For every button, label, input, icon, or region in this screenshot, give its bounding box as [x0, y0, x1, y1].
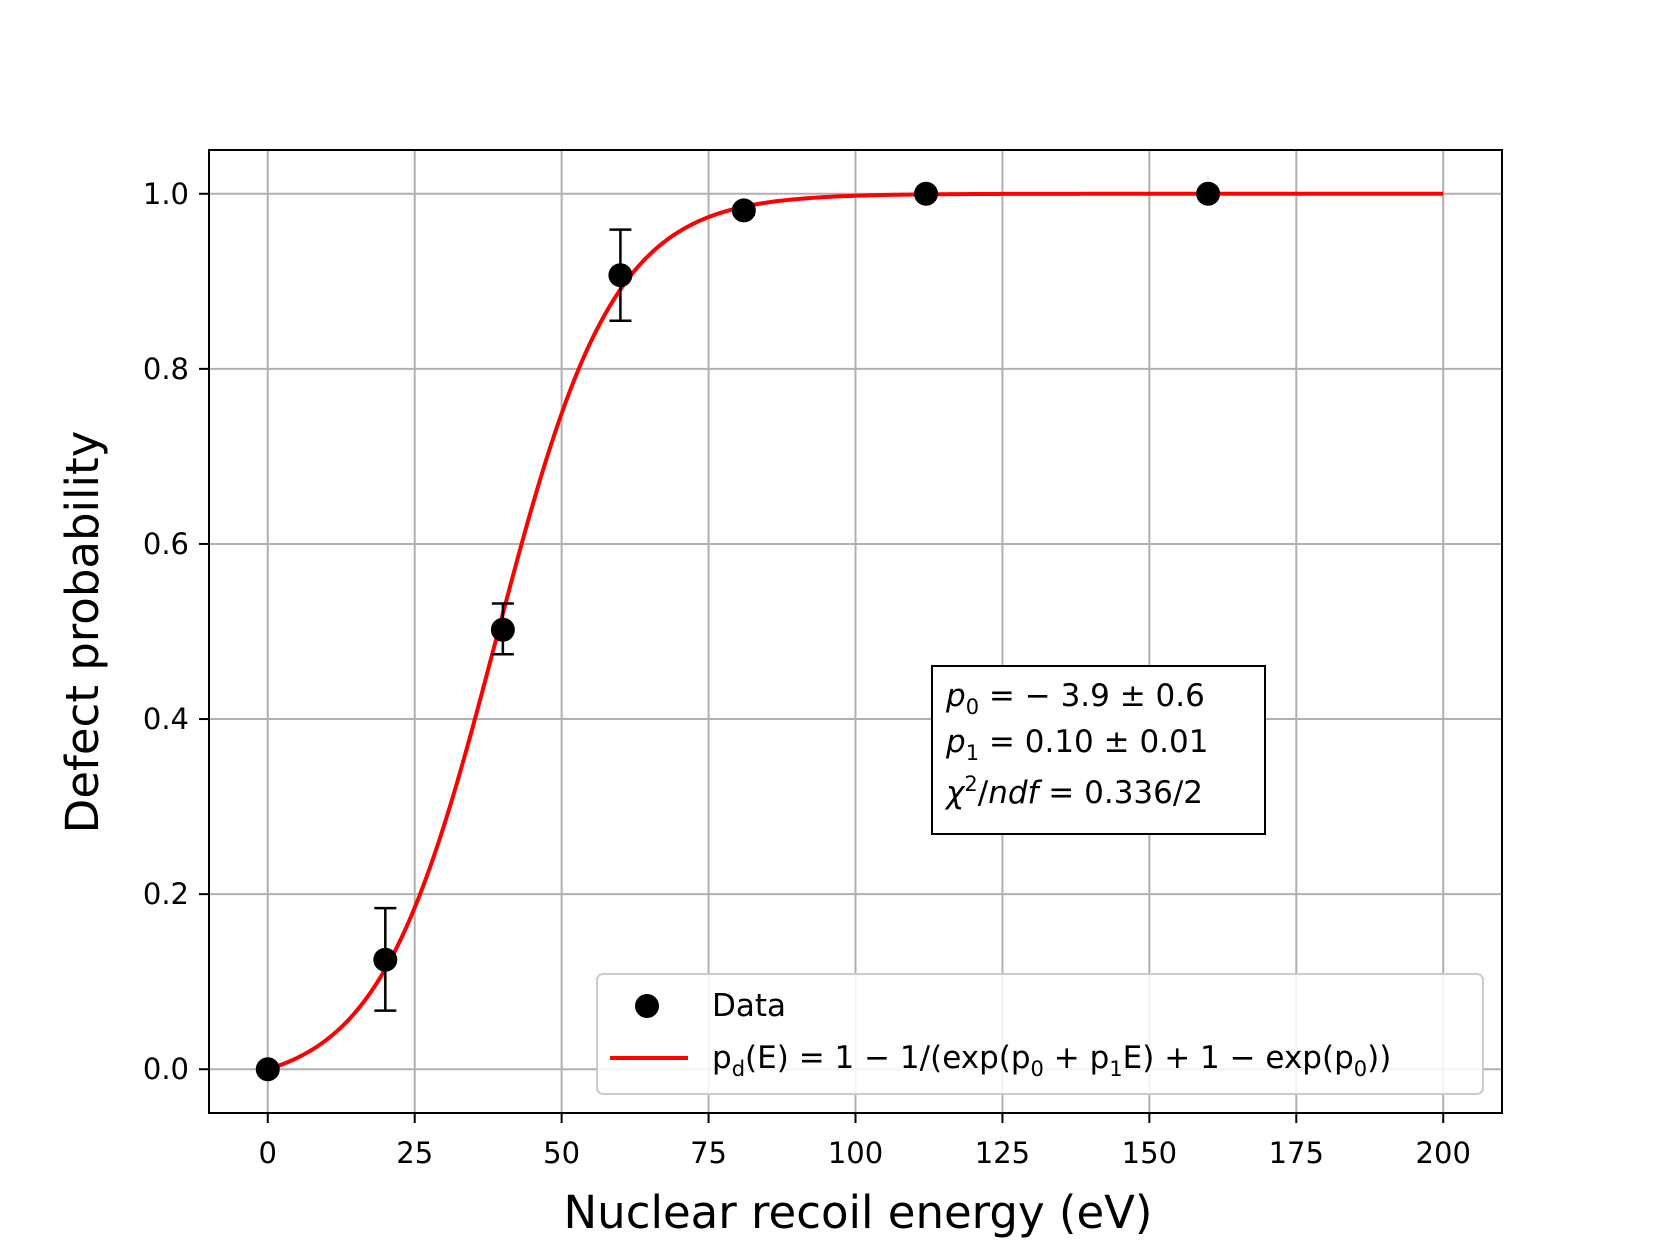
data-point	[731, 198, 756, 223]
x-tick-label: 175	[1269, 1136, 1324, 1170]
param-chi2-ndf: χ2/ndf = 0.336/2	[944, 772, 1203, 811]
x-tick-label: 0	[259, 1136, 277, 1170]
x-tick-label: 75	[690, 1136, 727, 1170]
data-point	[373, 947, 398, 972]
y-tick-label: 0.4	[143, 702, 189, 736]
param-p1: p1 = 0.10 ± 0.01	[945, 724, 1208, 765]
legend-frame	[596, 973, 1484, 1095]
data-point	[255, 1057, 280, 1082]
y-tick-label: 1.0	[143, 177, 189, 211]
legend: Data pd(E) = 1 − 1/(exp(p0 + p1E) + 1 − …	[596, 973, 1484, 1095]
x-tick-label: 50	[543, 1136, 580, 1170]
data-point	[914, 181, 939, 206]
x-axis-title: Nuclear recoil energy (eV)	[564, 1186, 1153, 1239]
fit-curve	[267, 191, 1444, 1072]
fit-parameters-box: p0 = − 3.9 ± 0.6 p1 = 0.10 ± 0.01 χ2/ndf…	[931, 665, 1266, 835]
x-tick-label: 200	[1416, 1136, 1471, 1170]
data-point	[1196, 181, 1221, 206]
y-tick-label: 0.2	[143, 877, 189, 911]
data-points-layer	[255, 181, 1221, 1082]
x-tick-label: 125	[975, 1136, 1030, 1170]
legend-data-marker	[635, 994, 659, 1018]
legend-fit-label: pd(E) = 1 − 1/(exp(p0 + p1E) + 1 − exp(p…	[712, 1040, 1391, 1081]
param-p0: p0 = − 3.9 ± 0.6	[945, 678, 1205, 719]
data-point	[608, 263, 633, 288]
x-tick-label: 100	[828, 1136, 883, 1170]
y-tick-label: 0.0	[143, 1052, 189, 1086]
y-tick-label: 0.6	[143, 527, 189, 561]
y-axis-title: Defect probability	[56, 431, 109, 834]
fit-curve-layer	[267, 191, 1444, 1072]
ticks: 0 25 50 75 100 125 150 175 200 0.0 0.2 0.4 0.6 0.8 1.0	[143, 177, 1471, 1170]
legend-data-label: Data	[712, 988, 786, 1024]
fit-parameters-frame	[931, 665, 1266, 835]
x-tick-label: 25	[396, 1136, 433, 1170]
data-point	[490, 617, 515, 642]
y-tick-label: 0.8	[143, 352, 189, 386]
x-tick-label: 150	[1122, 1136, 1177, 1170]
